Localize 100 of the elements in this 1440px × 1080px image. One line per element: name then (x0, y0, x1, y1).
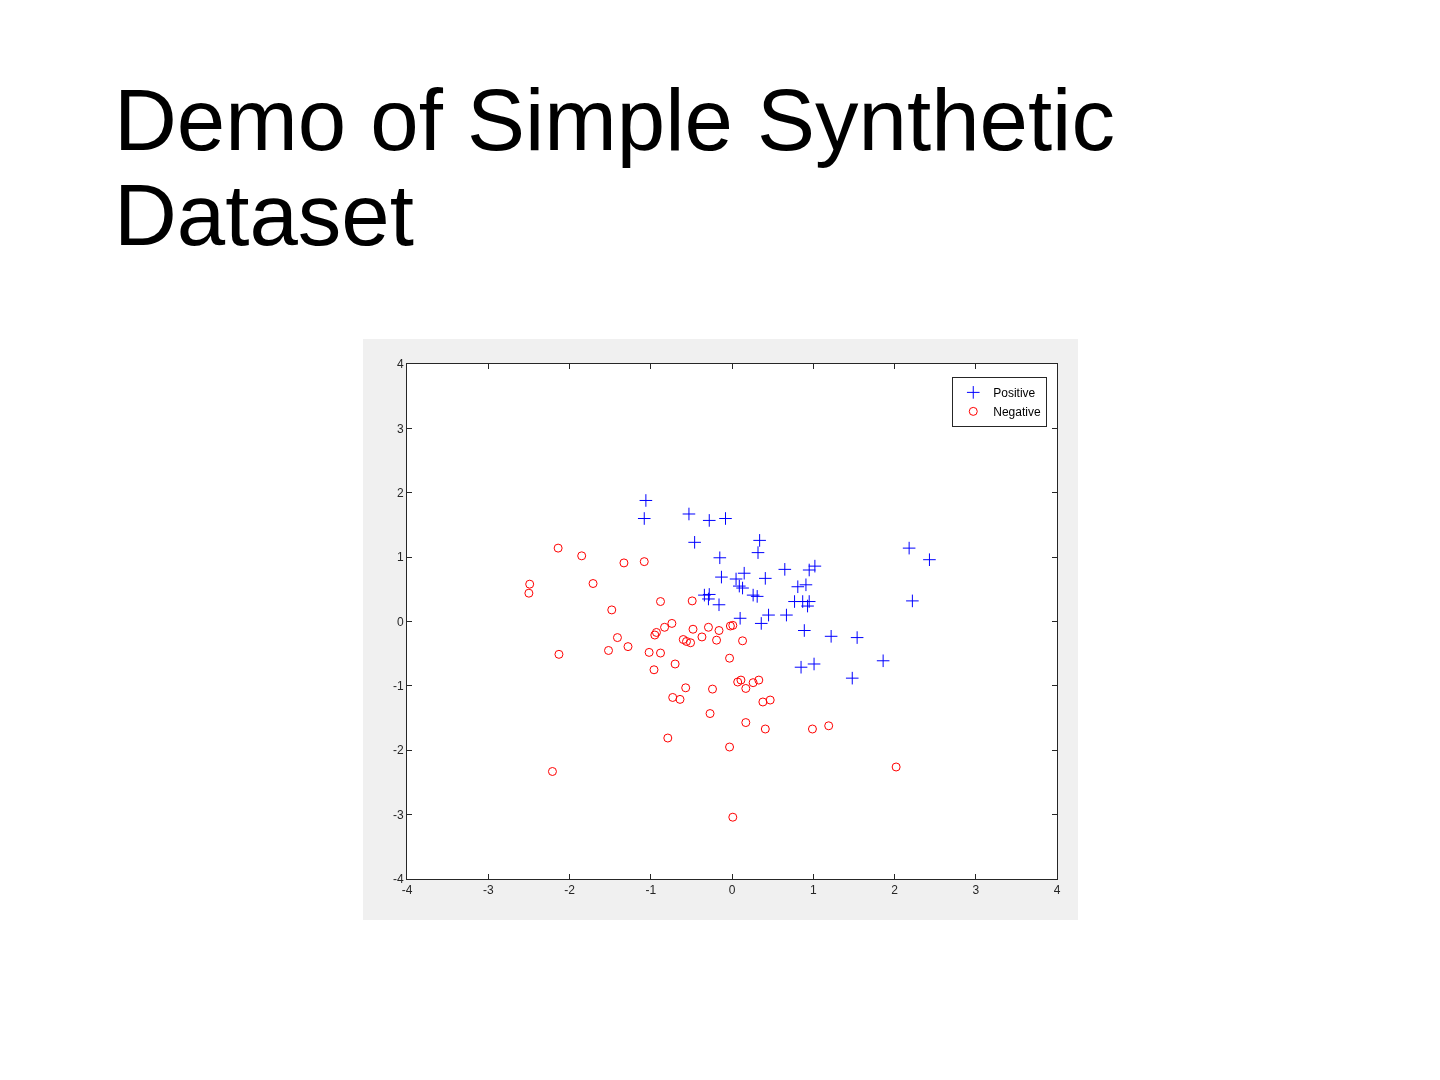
point (688, 624, 698, 634)
x-tick-label: 2 (891, 883, 899, 898)
point (802, 594, 816, 609)
point (750, 589, 764, 604)
point (697, 632, 707, 642)
point (791, 579, 805, 594)
point (687, 535, 702, 550)
point (751, 545, 765, 560)
point (758, 697, 768, 707)
point (754, 616, 769, 631)
point (754, 675, 764, 685)
chart-title: Demo of Simple Synthetic Dataset (114, 71, 1116, 263)
point (682, 507, 696, 521)
point (760, 724, 770, 734)
point (701, 592, 716, 606)
y-tick-label: 1 (396, 550, 404, 565)
point (639, 493, 653, 508)
legend-label: Positive (993, 386, 1036, 401)
point (758, 571, 773, 586)
point (588, 579, 598, 589)
point (779, 608, 794, 622)
point (741, 718, 751, 728)
point (524, 588, 534, 598)
point (824, 629, 838, 644)
point (703, 622, 713, 632)
point (824, 721, 834, 731)
point (725, 653, 735, 663)
y-tick-label: -3 (392, 807, 404, 822)
point (667, 618, 677, 628)
point (794, 660, 808, 675)
point (761, 608, 776, 622)
legend-label: Negative (993, 405, 1041, 420)
point (902, 541, 916, 555)
y-tick-label: 2 (396, 485, 404, 500)
point (656, 648, 665, 658)
x-tick-label: 1 (809, 883, 817, 898)
point (656, 597, 665, 607)
y-tick-label: -4 (392, 872, 404, 887)
point (765, 695, 775, 705)
point (807, 724, 817, 734)
point (612, 633, 622, 643)
point (802, 563, 816, 577)
point (922, 552, 937, 567)
point (697, 588, 712, 602)
y-tick-label: -2 (392, 743, 404, 758)
point (681, 683, 691, 693)
y-tick-label: 3 (396, 421, 404, 436)
point (708, 684, 717, 694)
point (619, 558, 629, 568)
point (678, 635, 688, 645)
point (604, 645, 613, 655)
point (712, 597, 726, 612)
point (660, 622, 670, 632)
x-tick-label: -1 (645, 883, 657, 898)
point (663, 733, 673, 743)
y-tick-label: 4 (396, 357, 404, 372)
point (637, 511, 652, 526)
y-tick-label: -1 (392, 679, 404, 694)
point (797, 623, 812, 638)
point (712, 635, 722, 645)
point (807, 657, 821, 671)
x-tick-label: 3 (972, 883, 980, 898)
point (845, 671, 860, 685)
point (607, 605, 617, 615)
point (728, 812, 738, 822)
point (687, 596, 697, 606)
point (748, 678, 758, 688)
point (738, 636, 748, 646)
point (714, 626, 724, 636)
point (547, 766, 557, 776)
x-tick-label: -2 (564, 883, 576, 898)
point (799, 578, 813, 592)
point (733, 611, 747, 626)
point (554, 649, 564, 659)
x-tick-label: -3 (482, 883, 494, 898)
point (623, 642, 633, 652)
point (577, 551, 587, 561)
point (905, 594, 920, 608)
y-tick-label: 0 (396, 614, 404, 629)
point (686, 638, 696, 648)
x-tick-label: 4 (1053, 883, 1061, 898)
x-tick-label: 0 (728, 883, 736, 898)
point (670, 659, 680, 669)
point (682, 636, 691, 646)
point (644, 647, 654, 657)
point (891, 762, 901, 772)
point (876, 653, 890, 668)
point (752, 533, 767, 548)
point (702, 513, 717, 528)
point (525, 579, 535, 589)
point (639, 557, 649, 567)
point (649, 665, 659, 675)
point (705, 709, 715, 719)
point (850, 630, 864, 645)
point (668, 692, 678, 702)
point (675, 694, 685, 704)
point (737, 566, 751, 581)
point (713, 550, 727, 565)
point (741, 683, 751, 693)
point (702, 587, 717, 602)
